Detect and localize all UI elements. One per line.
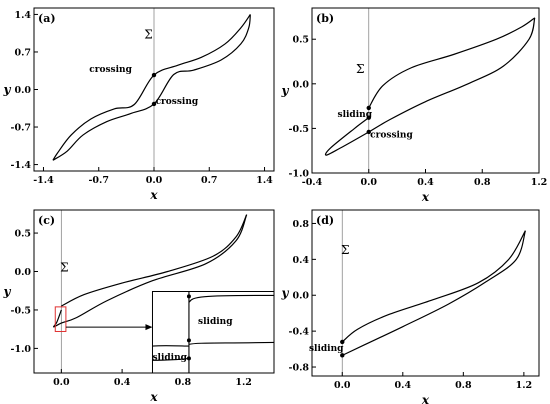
x-tick-label: 1.2 [235,377,252,388]
y-tick-label: -0.5 [11,305,31,316]
x-tick-label: 0.4 [395,380,412,391]
x-tick-label: 0.7 [201,175,218,186]
switch-point [151,72,157,78]
sigma-label: Σ [60,261,68,275]
switch-point [340,339,345,345]
sigma-label: Σ [356,62,364,76]
y-tick-label: 0.5 [14,229,31,240]
plot-frame [311,7,540,174]
y-tick-label: -0.7 [11,123,31,134]
switch-point [366,129,371,135]
y-tick-label: -1.0 [289,169,310,180]
y-tick-label: 1.4 [14,10,31,21]
x-tick-label: 0.8 [175,377,192,388]
panel-label: (d) [316,214,334,227]
x-axis-label: x [421,190,430,204]
y-axis-label: y [281,84,290,98]
zoom-arrowhead [145,324,153,331]
y-tick-label: -1.0 [11,344,32,355]
y-tick-label: 0.0 [292,79,309,90]
plot-frame [311,209,540,377]
y-tick-label: 0.0 [14,267,31,278]
orbit-curve [342,230,526,356]
y-tick-label: -0.4 [289,327,310,338]
x-axis-label: x [421,393,430,404]
y-tick-label: 0.5 [292,35,309,46]
inset-annotation: sliding [152,353,187,363]
x-tick-label: -1.4 [33,175,54,186]
orbit-curve [341,230,526,343]
panel-a: -1.4 -0.7 0.0 0.7 1.4 -1.4 -0.7 0.0 0.7 1.4 x y (a) Σ… [3,7,275,202]
orbit-curve [52,14,251,161]
panel-label: (b) [316,12,334,25]
annotation-label: sliding [338,110,373,120]
switch-point [151,101,157,107]
x-tick-label: 0.4 [114,377,131,388]
orbit-curve [52,14,251,161]
inset-switch-point [186,294,191,299]
x-tick-label: 0.8 [455,380,472,391]
switch-point [340,353,345,358]
x-tick-label: 0.4 [417,177,434,188]
y-tick-label: 0.7 [14,47,31,58]
orbit-curve [61,214,248,307]
annotation-label: crossing [370,130,413,140]
x-tick-label: 0.0 [146,175,163,186]
y-tick-label: 0.4 [292,255,309,266]
sigma-label: Σ [341,243,349,257]
x-tick-label: 1.2 [516,380,533,391]
y-tick-label: -0.8 [289,363,310,374]
x-tick-label: 1.2 [531,177,548,188]
x-tick-label: 1.4 [256,175,273,186]
orbit-curve [368,17,536,109]
y-tick-label: 0.0 [14,85,31,96]
orbit-curve [324,17,536,156]
x-tick-label: 0.0 [360,177,377,188]
panel-label: (c) [38,214,55,227]
annotation-label: crossing [156,97,199,107]
inset-curve [188,294,275,303]
y-axis-label: y [281,286,290,300]
annotation-label: sliding [309,344,344,354]
annotation-label: crossing [89,65,132,75]
y-tick-label: 0.8 [292,219,309,230]
inset-switch-point [186,356,191,361]
sigma-label: Σ [144,28,152,42]
x-tick-label: -0.7 [88,175,108,186]
zoom-source-box [54,306,67,332]
x-tick-label: 0.0 [53,377,70,388]
orbit-curve [53,214,248,328]
panel-b: -0.4 0.0 0.4 0.8 1.2 -1.0 -0.5 0.0 0.5 x y (b) Σslid… [281,7,548,204]
inset-switch-point [186,338,191,343]
y-tick-label: -1.4 [11,160,32,171]
x-tick-label: 0.0 [334,380,351,391]
y-tick-label: -0.5 [289,124,309,135]
switch-point [366,105,371,111]
x-tick-label: 0.8 [474,177,491,188]
switch-point [366,115,371,120]
x-tick-label: -0.4 [302,177,323,188]
inset-curve [188,341,275,345]
x-axis-label: x [149,188,158,202]
panel-label: (a) [38,12,56,25]
y-axis-label: y [3,285,12,299]
x-axis-label: x [149,390,158,404]
y-axis-label: y [3,83,12,97]
inset-annotation: sliding [198,317,233,327]
panel-d: 0.0 0.4 0.8 1.2 -0.8 -0.4 0.0 0.4 0.8 x y (d) Σslidi… [281,209,540,404]
y-tick-label: 0.0 [292,291,309,302]
